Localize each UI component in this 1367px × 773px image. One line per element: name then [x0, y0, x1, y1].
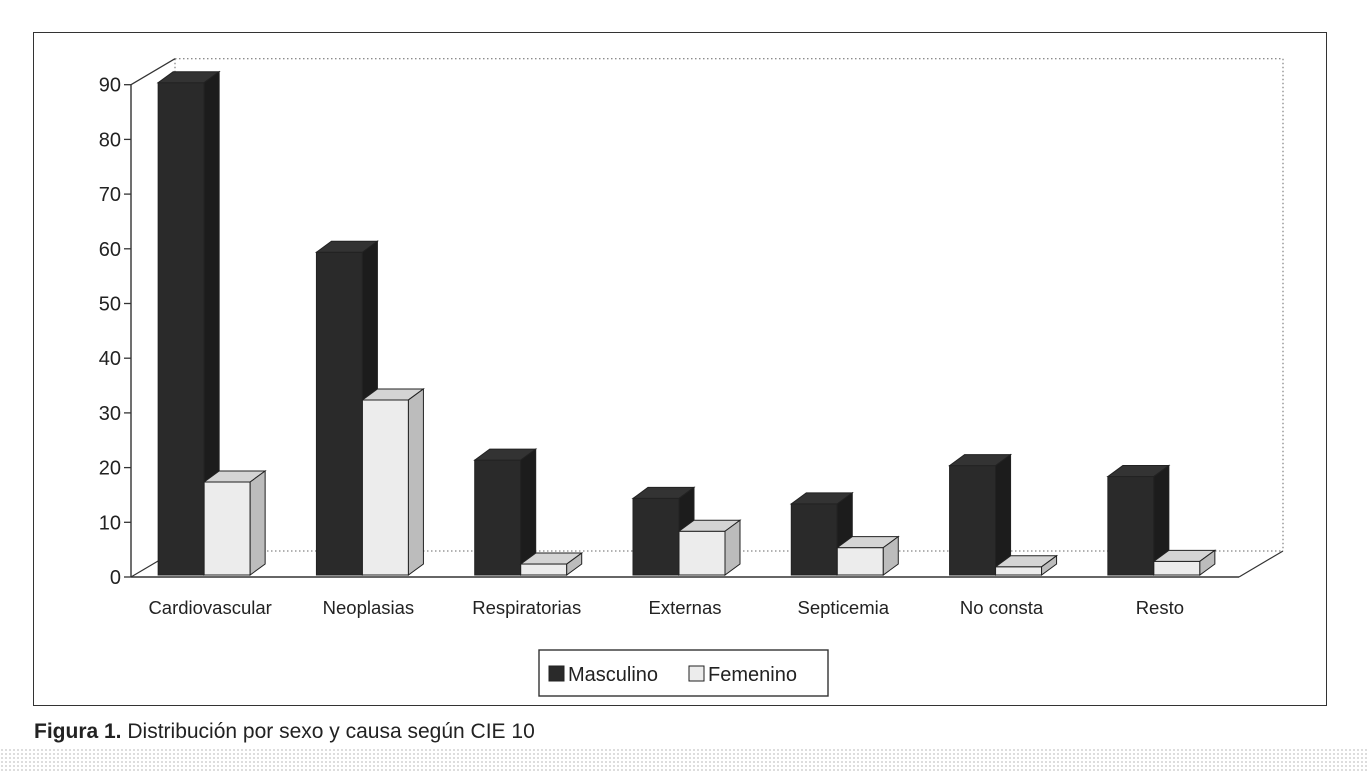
bar-front [949, 465, 997, 576]
legend: Masculino Femenino [538, 649, 829, 697]
y-tick-label: 30 [99, 403, 121, 425]
legend-swatch [548, 665, 565, 682]
bar-front [474, 459, 522, 576]
bar-chart: 0 10 20 30 40 50 60 70 80 90 Cardiovascular Neopla… [99, 58, 1284, 697]
caption-text: Distribución por sexo y causa según CIE … [121, 720, 535, 743]
bars [156, 70, 1217, 576]
bar-masculino [948, 453, 1013, 576]
caption-label: Figura 1. [34, 720, 122, 743]
figure-caption: Figura 1. Distribución por sexo y causa … [34, 720, 535, 744]
bar-masculino [156, 70, 221, 576]
bar-front [1107, 476, 1155, 576]
x-tick-label: No consta [960, 597, 1044, 618]
x-tick-label: Externas [648, 597, 721, 618]
bar-masculino [473, 448, 538, 576]
legend-label: Masculino [568, 664, 658, 686]
y-tick-label: 10 [99, 512, 121, 534]
y-tick-label: 0 [110, 567, 121, 589]
bar-side [566, 552, 583, 576]
bar-front [157, 82, 205, 576]
y-tick-label: 70 [99, 184, 121, 206]
bar-front [361, 399, 409, 576]
bar-front [520, 563, 568, 576]
bar-front [315, 251, 363, 576]
bar-femenino [360, 387, 425, 576]
x-tick-label: Respiratorias [472, 597, 581, 618]
floor-right-edge [1238, 550, 1284, 578]
legend-swatch [688, 665, 705, 682]
bar-side [1199, 549, 1216, 576]
bar-front [632, 497, 680, 576]
dotted-background [0, 748, 1367, 773]
bar-front [203, 481, 251, 576]
y-tick-label: 90 [99, 75, 121, 97]
bar-front [1153, 560, 1201, 576]
bar-side [249, 470, 266, 576]
x-tick-label: Resto [1136, 597, 1184, 618]
bar-femenino [202, 470, 267, 576]
x-tick-label: Cardiovascular [148, 597, 271, 618]
bar-side [882, 535, 899, 576]
bar-side [407, 387, 424, 576]
legend-label: Femenino [708, 664, 797, 686]
y-tick-label: 20 [99, 458, 121, 480]
y-tick-label: 50 [99, 294, 121, 316]
y-tick-label: 60 [99, 239, 121, 261]
x-tick-label: Septicemia [798, 597, 890, 618]
bar-masculino [789, 491, 854, 576]
x-axis-labels: Cardiovascular Neoplasias Respiratorias Ext… [148, 597, 1184, 618]
legend-box [538, 649, 829, 697]
bar-femenino [1152, 549, 1217, 576]
bar-femenino [677, 519, 742, 576]
y-tick-label: 40 [99, 348, 121, 370]
bar-front [995, 566, 1043, 576]
y-tick-label: 80 [99, 129, 121, 151]
y-axis: 0 10 20 30 40 50 60 70 80 90 [99, 75, 132, 589]
left-wall-top-edge [130, 58, 176, 86]
bar-side [724, 519, 741, 576]
bar-front [790, 503, 838, 576]
bar-masculino [1106, 464, 1171, 576]
bar-femenino [519, 552, 584, 576]
bar-side [1041, 554, 1058, 576]
chart-frame: 0 10 20 30 40 50 60 70 80 90 Cardiovascular Neopla… [33, 32, 1327, 706]
bar-front [678, 530, 726, 576]
bar-femenino [835, 535, 900, 576]
x-tick-label: Neoplasias [323, 597, 415, 618]
bar-femenino [994, 554, 1059, 576]
bar-front [836, 547, 884, 576]
